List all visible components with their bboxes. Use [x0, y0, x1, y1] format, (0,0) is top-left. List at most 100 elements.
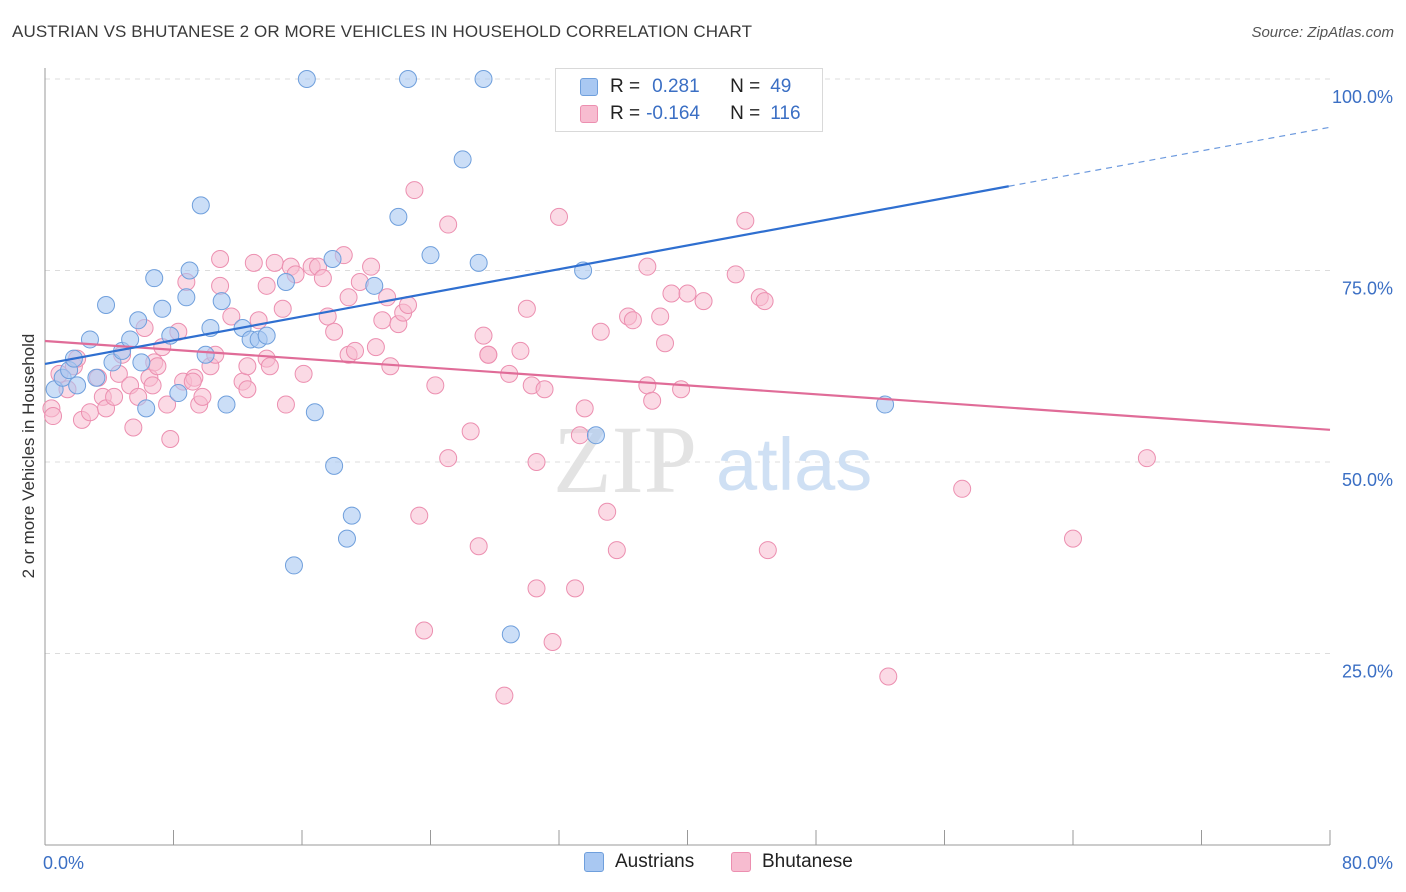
austrians-trend-line — [44, 185, 1009, 366]
bhutanese-point — [373, 311, 392, 330]
austrians-point — [196, 345, 215, 364]
bhutanese-point — [736, 211, 755, 230]
y-tick-label: 25.0% — [1342, 662, 1393, 682]
bhutanese-point — [260, 357, 279, 376]
bhutanese-point — [656, 334, 675, 353]
legend-r-value: 0.281 — [652, 76, 700, 97]
bhutanese-point — [598, 502, 617, 521]
austrians-point — [453, 150, 472, 169]
legend-n-label: N = — [730, 103, 761, 124]
bhutanese-points — [42, 181, 1156, 705]
bhutanese-point — [535, 380, 554, 399]
bhutanese-point — [651, 307, 670, 326]
austrians-point — [87, 368, 106, 387]
bhutanese-point — [469, 537, 488, 556]
bhutanese-point — [211, 250, 230, 269]
trend-lines — [44, 126, 1331, 431]
austrians-point — [325, 456, 344, 475]
austrians-point — [145, 269, 164, 288]
watermark-atlas: atlas — [716, 423, 872, 506]
bhutanese-point — [672, 380, 691, 399]
bhutanese-point — [953, 479, 972, 498]
bhutanese-point — [591, 322, 610, 341]
bhutanese-point — [346, 341, 365, 360]
austrians-swatch — [580, 78, 598, 96]
bhutanese-point — [276, 395, 295, 414]
x-tick-label: 80.0% — [1342, 853, 1393, 873]
austrians-point — [276, 272, 295, 291]
austrians-point — [191, 196, 210, 215]
bhutanese-point — [244, 253, 263, 272]
austrians-point — [284, 556, 303, 575]
bhutanese-swatch — [580, 105, 598, 123]
bhutanese-point — [511, 341, 530, 360]
bhutanese-point — [678, 284, 697, 303]
bhutanese-point — [726, 265, 745, 284]
austrians-point — [129, 311, 148, 330]
legend-item-bhutanese: Bhutanese — [731, 851, 853, 873]
bhutanese-point — [527, 579, 546, 598]
bhutanese-point — [415, 621, 434, 640]
austrians-point — [365, 276, 384, 295]
bhutanese-point — [294, 364, 313, 383]
axes: 0.0% 80.0% — [43, 68, 1393, 873]
y-tick-label: 75.0% — [1342, 279, 1393, 299]
austrians-point — [586, 426, 605, 445]
bhutanese-point — [1137, 449, 1156, 468]
bhutanese-point — [543, 633, 562, 652]
x-tick-label: 0.0% — [43, 853, 84, 873]
austrians-point — [153, 299, 172, 318]
bhutanese-point — [638, 376, 657, 395]
austrians-point — [97, 295, 116, 314]
bhutanese-point — [161, 430, 180, 449]
bhutanese-point — [495, 686, 514, 705]
legend-label-austrians: Austrians — [615, 851, 695, 872]
source-label: Source: ZipAtlas.com — [1251, 24, 1394, 41]
austrians-point — [469, 253, 488, 272]
bhutanese-point — [517, 299, 536, 318]
chart-title: AUSTRIAN VS BHUTANESE 2 OR MORE VEHICLES… — [12, 22, 753, 41]
austrians-point — [389, 207, 408, 226]
austrians-point — [421, 246, 440, 265]
bhutanese-point — [527, 453, 546, 471]
bhutanese-point — [879, 667, 898, 686]
austrians-point — [337, 529, 356, 548]
bhutanese-point — [405, 181, 424, 200]
austrians-point — [342, 506, 361, 525]
bhutanese-point — [623, 311, 642, 330]
bhutanese-point — [124, 418, 143, 437]
bhutanese-point — [193, 387, 212, 406]
austrians-point — [474, 70, 493, 88]
watermark-zip: ZIP — [553, 406, 697, 513]
bhutanese-point — [362, 257, 381, 276]
bhutanese-point — [273, 299, 292, 318]
bhutanese-point — [44, 407, 63, 426]
legend-label-bhutanese: Bhutanese — [762, 851, 853, 872]
bhutanese-point — [439, 449, 458, 468]
bhutanese-point — [607, 541, 626, 560]
legend-r-value: -0.164 — [646, 103, 700, 124]
bhutanese-point — [426, 376, 445, 395]
y-tick-label: 100.0% — [1332, 87, 1393, 107]
austrians-point — [103, 353, 122, 372]
austrians-point — [68, 376, 87, 395]
austrians-point — [297, 70, 316, 88]
bhutanese-point — [183, 372, 202, 391]
bhutanese-point — [570, 426, 589, 445]
legend-n-label: N = — [730, 76, 761, 97]
bhutanese-point — [410, 506, 429, 525]
legend-r-label: R = — [610, 103, 641, 124]
bhutanese-point — [325, 322, 344, 341]
bhutanese-legend-swatch — [731, 852, 751, 872]
bhutanese-point — [439, 215, 458, 234]
bhutanese-point — [755, 292, 774, 311]
bhutanese-point — [694, 292, 713, 311]
bhutanese-point — [638, 257, 657, 276]
bhutanese-point — [566, 579, 585, 598]
bhutanese-point — [662, 284, 681, 303]
y-tick-label: 50.0% — [1342, 470, 1393, 490]
bhutanese-point — [211, 276, 230, 295]
austrians-point — [323, 250, 342, 269]
austrians-point — [180, 261, 199, 280]
